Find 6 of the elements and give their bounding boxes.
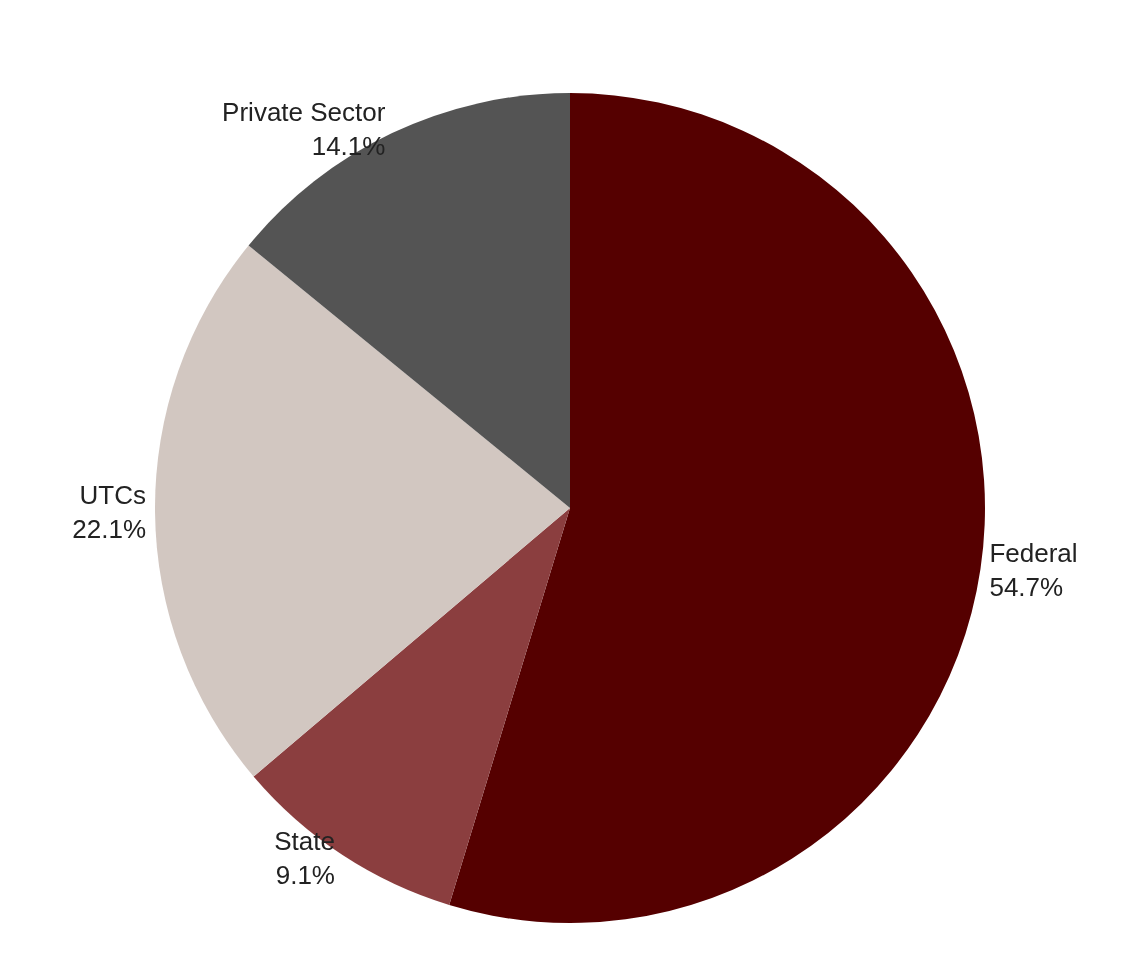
slice-label: UTCs xyxy=(79,479,147,510)
data-label: 9.1% xyxy=(275,860,335,891)
data-label: 22.1% xyxy=(72,513,147,544)
slice-label: Federal xyxy=(989,537,1078,568)
data-label: 54.7% xyxy=(989,571,1064,602)
slice-label: Private Sector xyxy=(222,97,386,128)
